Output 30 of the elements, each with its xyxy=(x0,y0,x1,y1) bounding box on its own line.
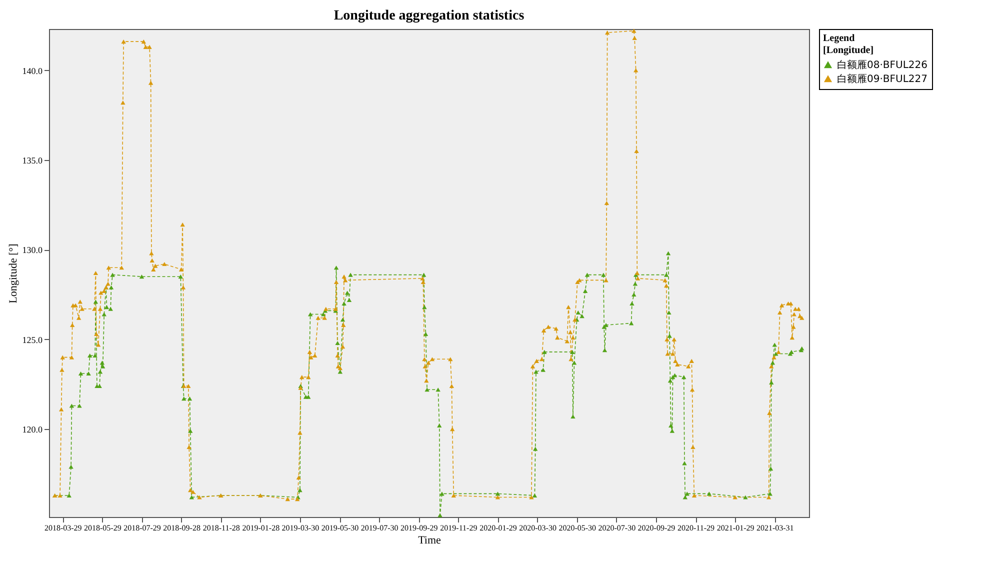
x-tick-label: 2019-05-30 xyxy=(321,524,359,532)
x-tick-label: 2019-01-28 xyxy=(242,524,280,532)
x-tick-label: 2019-09-29 xyxy=(400,524,438,532)
x-tick-label: 2020-09-29 xyxy=(638,524,676,532)
x-tick-label: 2020-05-30 xyxy=(558,524,596,532)
x-tick-label: 2020-07-30 xyxy=(598,524,636,532)
y-tick-label: 130.0 xyxy=(22,245,43,256)
legend-label: 白额雁08·BFUL226 xyxy=(837,59,928,71)
x-tick-label: 2019-11-29 xyxy=(440,524,478,532)
x-tick-label: 2018-03-29 xyxy=(44,524,82,532)
x-tick-label: 2019-07-30 xyxy=(360,524,398,532)
y-tick-label: 125.0 xyxy=(22,334,43,345)
x-axis-title: Time xyxy=(418,534,442,546)
x-tick-label: 2019-03-30 xyxy=(282,524,320,532)
legend-title: Legend [Longitude] xyxy=(823,33,874,56)
legend-label: 白额雁09·BFUL227 xyxy=(837,73,928,85)
x-tick-label: 2021-01-29 xyxy=(716,524,754,532)
x-tick-label: 2021-03-31 xyxy=(756,524,794,532)
y-tick-label: 135.0 xyxy=(22,155,43,166)
x-tick-label: 2020-11-29 xyxy=(678,524,715,532)
y-axis-title: Longitude [°] xyxy=(7,244,20,304)
x-tick-label: 2018-05-29 xyxy=(84,524,122,532)
chart-title: Longitude aggregation statistics xyxy=(334,8,525,24)
x-tick-label: 2018-09-28 xyxy=(163,524,200,532)
x-tick-label: 2020-01-29 xyxy=(480,524,517,532)
y-tick-label: 140.0 xyxy=(22,66,43,76)
x-tick-label: 2018-07-29 xyxy=(124,524,161,532)
x-tick-label: 2020-03-30 xyxy=(519,524,556,532)
x-tick-label: 2018-11-28 xyxy=(202,524,240,532)
y-tick-label: 120.0 xyxy=(22,424,43,435)
